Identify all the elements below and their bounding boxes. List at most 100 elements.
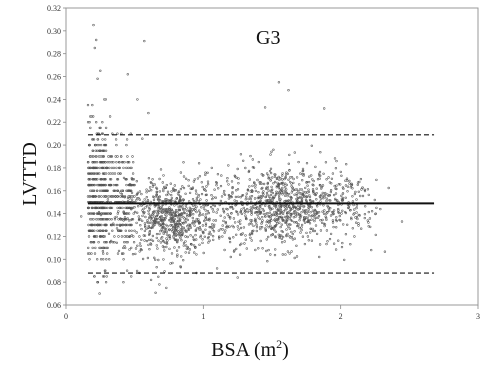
data-point bbox=[99, 143, 103, 147]
data-point bbox=[163, 185, 166, 189]
data-point bbox=[350, 216, 353, 220]
data-point bbox=[269, 224, 272, 228]
data-point bbox=[117, 210, 120, 213]
data-point bbox=[141, 219, 144, 223]
data-point bbox=[89, 223, 93, 227]
data-point bbox=[220, 195, 224, 198]
data-point bbox=[125, 138, 129, 141]
data-point bbox=[302, 205, 305, 208]
data-point bbox=[206, 171, 209, 175]
data-point bbox=[319, 219, 322, 222]
data-point bbox=[137, 218, 141, 222]
data-point bbox=[197, 162, 201, 165]
data-point bbox=[279, 225, 282, 229]
data-point bbox=[182, 211, 186, 214]
data-point bbox=[187, 251, 191, 254]
data-point bbox=[158, 199, 162, 202]
data-point bbox=[302, 190, 305, 194]
data-point bbox=[331, 213, 334, 216]
data-point bbox=[99, 213, 103, 217]
data-point bbox=[325, 242, 328, 246]
data-point bbox=[181, 231, 185, 235]
data-point bbox=[352, 203, 355, 207]
x-axis-title-sup: 2 bbox=[276, 337, 282, 351]
data-point bbox=[140, 192, 143, 196]
data-point bbox=[120, 252, 124, 255]
data-point bbox=[116, 132, 119, 135]
data-point bbox=[302, 193, 305, 196]
data-point bbox=[240, 242, 243, 246]
data-point bbox=[87, 235, 91, 238]
data-point bbox=[166, 239, 169, 242]
data-point bbox=[88, 143, 91, 147]
data-point bbox=[96, 77, 99, 81]
data-point bbox=[223, 231, 226, 235]
data-point bbox=[138, 198, 142, 201]
data-point bbox=[204, 218, 207, 221]
data-point bbox=[334, 187, 337, 190]
data-point bbox=[292, 177, 295, 181]
data-point bbox=[141, 257, 145, 261]
data-point bbox=[162, 246, 166, 249]
x-tick-label: 2 bbox=[339, 312, 343, 321]
data-point bbox=[227, 197, 231, 200]
data-point bbox=[145, 188, 148, 191]
data-point bbox=[223, 189, 226, 193]
data-point bbox=[284, 175, 287, 179]
data-point bbox=[101, 120, 104, 124]
data-point bbox=[295, 207, 298, 210]
data-point bbox=[286, 205, 289, 209]
data-point bbox=[109, 206, 112, 210]
data-point bbox=[109, 212, 112, 215]
data-point bbox=[355, 198, 358, 201]
data-point bbox=[297, 204, 300, 208]
data-point bbox=[168, 219, 171, 222]
data-point bbox=[202, 207, 206, 210]
x-tick-label: 1 bbox=[201, 312, 205, 321]
data-point bbox=[152, 221, 156, 224]
data-point bbox=[283, 240, 286, 243]
data-point bbox=[334, 197, 337, 201]
data-point bbox=[315, 187, 318, 190]
data-point bbox=[202, 188, 206, 191]
data-point bbox=[300, 204, 303, 207]
data-point bbox=[117, 218, 120, 221]
data-point bbox=[337, 239, 340, 242]
data-point bbox=[91, 212, 95, 215]
data-point bbox=[186, 218, 190, 222]
data-point bbox=[269, 253, 272, 256]
data-point bbox=[298, 205, 302, 209]
data-point bbox=[246, 210, 249, 214]
data-point bbox=[195, 196, 199, 200]
data-point bbox=[182, 208, 185, 211]
data-point bbox=[256, 213, 259, 217]
data-point bbox=[332, 193, 336, 197]
data-point bbox=[233, 221, 237, 224]
y-tick-label: 0.10 bbox=[47, 255, 61, 264]
data-point bbox=[130, 166, 133, 170]
data-point bbox=[356, 217, 359, 221]
data-point bbox=[160, 218, 163, 221]
data-point bbox=[178, 213, 181, 217]
data-point bbox=[306, 195, 309, 198]
data-point bbox=[341, 186, 345, 189]
data-point bbox=[172, 232, 176, 236]
data-point bbox=[278, 236, 281, 239]
data-point bbox=[214, 196, 218, 199]
data-point bbox=[341, 209, 344, 213]
data-point bbox=[88, 155, 92, 158]
data-point bbox=[303, 216, 306, 219]
data-point bbox=[172, 187, 175, 190]
data-point bbox=[144, 206, 147, 209]
data-point bbox=[326, 240, 329, 243]
data-point bbox=[185, 247, 189, 251]
data-point bbox=[274, 224, 277, 228]
data-point bbox=[213, 188, 216, 191]
data-point bbox=[165, 214, 168, 218]
data-point bbox=[212, 238, 215, 242]
data-point bbox=[254, 217, 257, 221]
data-point bbox=[303, 212, 307, 215]
data-point bbox=[158, 283, 161, 286]
data-point bbox=[111, 172, 115, 175]
data-point bbox=[295, 197, 298, 201]
